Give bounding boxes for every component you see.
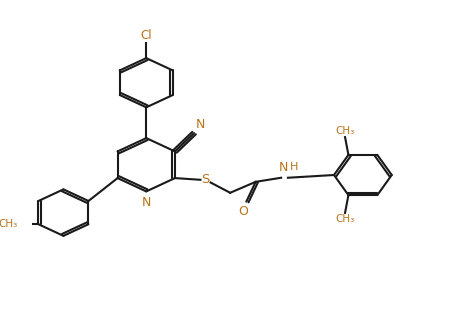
Text: CH₃: CH₃	[335, 126, 355, 136]
Text: N: N	[196, 118, 206, 131]
Text: H: H	[290, 162, 298, 171]
Text: S: S	[202, 173, 210, 186]
Text: O: O	[238, 205, 248, 218]
Text: CH₃: CH₃	[0, 219, 18, 229]
Text: Cl: Cl	[140, 29, 152, 42]
Text: N: N	[279, 161, 288, 174]
Text: CH₃: CH₃	[335, 214, 355, 224]
Text: N: N	[142, 196, 151, 209]
